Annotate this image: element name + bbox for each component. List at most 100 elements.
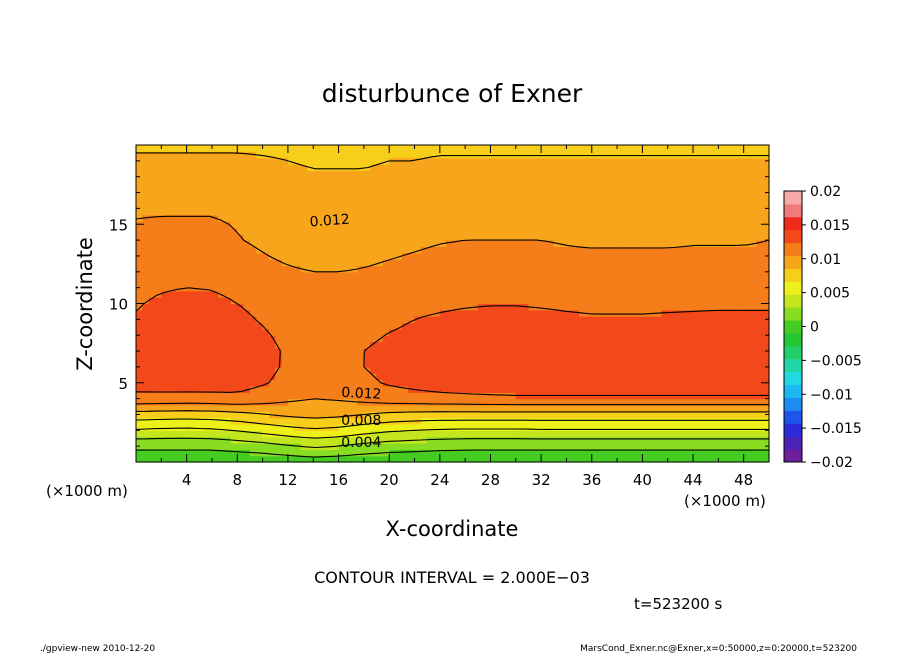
heatmap-cell bbox=[173, 145, 181, 152]
heatmap-cell bbox=[458, 202, 466, 209]
heatmap-cell bbox=[446, 151, 454, 159]
heatmap-cell bbox=[173, 423, 181, 431]
heatmap-cell bbox=[167, 265, 175, 273]
heatmap-cell bbox=[661, 436, 669, 444]
heatmap-cell bbox=[161, 233, 169, 241]
heatmap-cell bbox=[648, 151, 656, 159]
heatmap-cell bbox=[313, 189, 321, 197]
heatmap-cell bbox=[661, 385, 669, 393]
heatmap-cell bbox=[572, 423, 580, 431]
heatmap-cell bbox=[237, 265, 245, 273]
heatmap-cell bbox=[604, 145, 612, 152]
heatmap-cell bbox=[313, 354, 321, 362]
heatmap-cell bbox=[389, 265, 397, 273]
heatmap-cell bbox=[192, 373, 200, 381]
heatmap-cell bbox=[661, 379, 669, 387]
heatmap-cell bbox=[268, 214, 276, 222]
heatmap-cell bbox=[439, 214, 447, 222]
heatmap-cell bbox=[490, 449, 498, 457]
heatmap-cell bbox=[591, 449, 599, 457]
heatmap-cell bbox=[136, 341, 143, 349]
heatmap-cell bbox=[503, 208, 511, 216]
heatmap-cell bbox=[262, 227, 270, 235]
heatmap-cell bbox=[230, 252, 238, 260]
heatmap-cell bbox=[287, 417, 295, 425]
heatmap-cell bbox=[211, 442, 219, 450]
heatmap-cell bbox=[218, 240, 226, 248]
heatmap-cell bbox=[667, 221, 675, 229]
heatmap-cell bbox=[161, 449, 169, 457]
heatmap-cell bbox=[496, 379, 504, 387]
heatmap-cell bbox=[743, 221, 751, 229]
heatmap-cell bbox=[446, 259, 454, 267]
heatmap-cell bbox=[173, 309, 181, 317]
heatmap-cell bbox=[705, 404, 713, 412]
heatmap-cell bbox=[750, 436, 757, 444]
heatmap-cell bbox=[161, 183, 169, 190]
heatmap-cell bbox=[186, 366, 194, 374]
heatmap-cell bbox=[401, 322, 409, 330]
heatmap-cell bbox=[534, 214, 542, 222]
heatmap-cell bbox=[161, 436, 169, 444]
heatmap-cell bbox=[756, 284, 764, 292]
heatmap-cell bbox=[503, 233, 511, 241]
heatmap-cell bbox=[522, 379, 530, 387]
heatmap-cell bbox=[541, 240, 549, 248]
heatmap-cell bbox=[667, 347, 675, 355]
heatmap-cell bbox=[142, 455, 150, 463]
heatmap-cell bbox=[718, 341, 726, 349]
heatmap-cell bbox=[161, 379, 169, 387]
heatmap-cell bbox=[313, 221, 321, 229]
heatmap-cell bbox=[332, 449, 340, 457]
heatmap-cell bbox=[370, 265, 378, 273]
heatmap-cell bbox=[275, 385, 283, 393]
heatmap-cell bbox=[300, 341, 308, 349]
heatmap-cell bbox=[724, 436, 732, 444]
heatmap-cell bbox=[477, 233, 485, 241]
heatmap-cell bbox=[287, 436, 295, 444]
heatmap-cell bbox=[629, 284, 637, 292]
heatmap-cell bbox=[300, 385, 308, 393]
heatmap-cell bbox=[762, 278, 770, 286]
heatmap-cell bbox=[180, 252, 188, 260]
heatmap-cell bbox=[515, 430, 523, 438]
heatmap-cell bbox=[636, 328, 643, 336]
heatmap-cell bbox=[477, 246, 485, 254]
heatmap-cell bbox=[534, 417, 542, 425]
heatmap-cell bbox=[648, 303, 656, 311]
heatmap-cell bbox=[756, 322, 764, 330]
heatmap-cell bbox=[496, 278, 504, 286]
heatmap-cell bbox=[427, 202, 435, 209]
heatmap-cell bbox=[237, 176, 245, 184]
heatmap-cell bbox=[142, 366, 150, 374]
heatmap-cell bbox=[186, 398, 194, 406]
heatmap-cell bbox=[591, 385, 599, 393]
heatmap-cell bbox=[756, 449, 764, 457]
heatmap-cell bbox=[281, 208, 289, 216]
heatmap-cell bbox=[249, 442, 257, 450]
heatmap-cell bbox=[224, 176, 232, 184]
heatmap-cell bbox=[167, 297, 175, 305]
heatmap-cell bbox=[553, 157, 561, 165]
heatmap-cell bbox=[655, 170, 662, 178]
heatmap-cell bbox=[414, 373, 422, 381]
heatmap-cell bbox=[199, 322, 207, 330]
heatmap-cell bbox=[363, 411, 371, 419]
heatmap-cell bbox=[338, 240, 346, 248]
heatmap-cell bbox=[414, 328, 422, 336]
heatmap-cell bbox=[661, 328, 669, 336]
heatmap-cell bbox=[325, 290, 333, 298]
heatmap-cell bbox=[344, 157, 352, 165]
heatmap-cell bbox=[693, 145, 700, 152]
heatmap-cell bbox=[363, 183, 371, 190]
heatmap-cell bbox=[528, 227, 536, 235]
heatmap-cell bbox=[465, 455, 473, 463]
heatmap-cell bbox=[401, 360, 409, 368]
heatmap-cell bbox=[230, 360, 238, 368]
heatmap-cell bbox=[268, 157, 276, 165]
heatmap-cell bbox=[642, 430, 650, 438]
heatmap-cell bbox=[515, 404, 523, 412]
heatmap-cell bbox=[167, 360, 175, 368]
heatmap-cell bbox=[642, 385, 650, 393]
heatmap-cell bbox=[648, 290, 656, 298]
